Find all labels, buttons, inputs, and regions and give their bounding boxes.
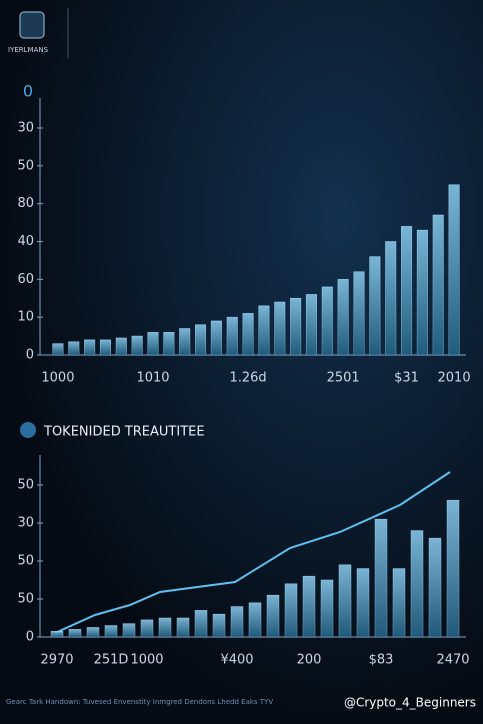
bar-shade xyxy=(303,576,315,637)
y-tick-label: 60 xyxy=(17,272,34,287)
bar-shade xyxy=(393,568,405,637)
x-tick-label: 251D xyxy=(94,653,129,668)
logo-icon xyxy=(19,11,45,39)
x-tick-label: 1010 xyxy=(136,371,169,386)
x-tick-label: $83 xyxy=(369,653,394,668)
bar-shade xyxy=(179,328,190,355)
bar-shade xyxy=(69,629,81,637)
bar-shade xyxy=(51,631,63,637)
bar-shade xyxy=(448,184,460,355)
bar-shade xyxy=(274,302,285,355)
bar-shade xyxy=(141,619,153,637)
bar-shade xyxy=(447,500,459,637)
x-tick-label: 1000 xyxy=(130,653,163,668)
chart-icon xyxy=(20,422,36,438)
bar-shade xyxy=(249,602,261,637)
bar-shade xyxy=(258,305,270,355)
bar-shade xyxy=(433,215,444,355)
bar-shade xyxy=(177,618,189,637)
bar-shade xyxy=(52,343,64,355)
bar-shade xyxy=(401,226,412,355)
bar-shade xyxy=(84,339,95,355)
x-tick-label: ¥400 xyxy=(220,653,253,668)
y-tick-label: 0 xyxy=(26,630,34,645)
x-tick-label: 2470 xyxy=(436,653,469,668)
bar-shade xyxy=(306,294,317,355)
bar-shade xyxy=(267,595,279,637)
y-tick-label: 10 xyxy=(17,310,34,325)
y-tick-label: 50 xyxy=(17,554,34,569)
bar-shade xyxy=(195,324,206,355)
bar-shade xyxy=(227,317,238,355)
bar-shade xyxy=(195,610,207,637)
brand: IYERLMANS xyxy=(8,46,49,54)
bar-shade xyxy=(417,230,428,355)
x-tick-label: 1000 xyxy=(41,371,74,386)
watermark: @Crypto_4_Beginners xyxy=(344,696,476,710)
trend-line xyxy=(54,471,451,634)
bar-shade xyxy=(123,623,135,637)
x-tick-label: 2970 xyxy=(40,653,73,668)
bar-shade xyxy=(231,606,243,637)
bar-shade xyxy=(285,583,297,637)
bar-shade xyxy=(322,286,333,355)
bar-shade xyxy=(337,279,349,355)
bar-shade xyxy=(290,298,301,355)
y-tick-label: 30 xyxy=(17,121,34,136)
y-tick-label: 80 xyxy=(17,196,34,211)
bar-shade xyxy=(211,320,222,355)
chart-title: TOKENIDED TREAUTITEE xyxy=(43,425,205,440)
y-tick-label: 0 xyxy=(26,348,34,363)
bar-shade xyxy=(321,580,333,637)
bar-shade xyxy=(163,332,175,355)
bar-shade xyxy=(242,313,254,355)
y-tick-label: 50 xyxy=(17,478,34,493)
bar-shade xyxy=(339,564,351,637)
footer-caption: Gearc Tark Handown: Tuvesed Envenstity I… xyxy=(6,698,273,706)
y-tick-label: 30 xyxy=(17,516,34,531)
y-tick-label: 50 xyxy=(17,158,34,173)
x-tick-label: 2501 xyxy=(327,371,360,386)
bar-shade xyxy=(375,519,387,637)
badge: 0 xyxy=(23,82,33,101)
bar-shade xyxy=(429,538,441,637)
bar-shade xyxy=(68,341,79,355)
y-tick-label: 50 xyxy=(17,592,34,607)
x-tick-label: 200 xyxy=(297,653,322,668)
bar-shade xyxy=(213,614,225,637)
bar-shade xyxy=(147,332,159,355)
bar-shade xyxy=(131,336,143,355)
x-tick-label: 1.26d xyxy=(229,371,266,386)
x-tick-label: 2010 xyxy=(438,371,471,386)
bar-shade xyxy=(87,627,99,637)
bar-shade xyxy=(369,256,381,355)
bar-shade xyxy=(116,337,127,355)
bar-shade xyxy=(385,241,396,355)
bar-shade xyxy=(411,530,423,637)
bar-shade xyxy=(105,625,117,637)
bar-shade xyxy=(100,339,111,355)
bar-shade xyxy=(357,568,369,637)
y-tick-label: 40 xyxy=(17,234,34,249)
bar-shade xyxy=(159,618,171,637)
x-tick-label: $31 xyxy=(394,371,419,386)
bar-shade xyxy=(353,271,365,355)
